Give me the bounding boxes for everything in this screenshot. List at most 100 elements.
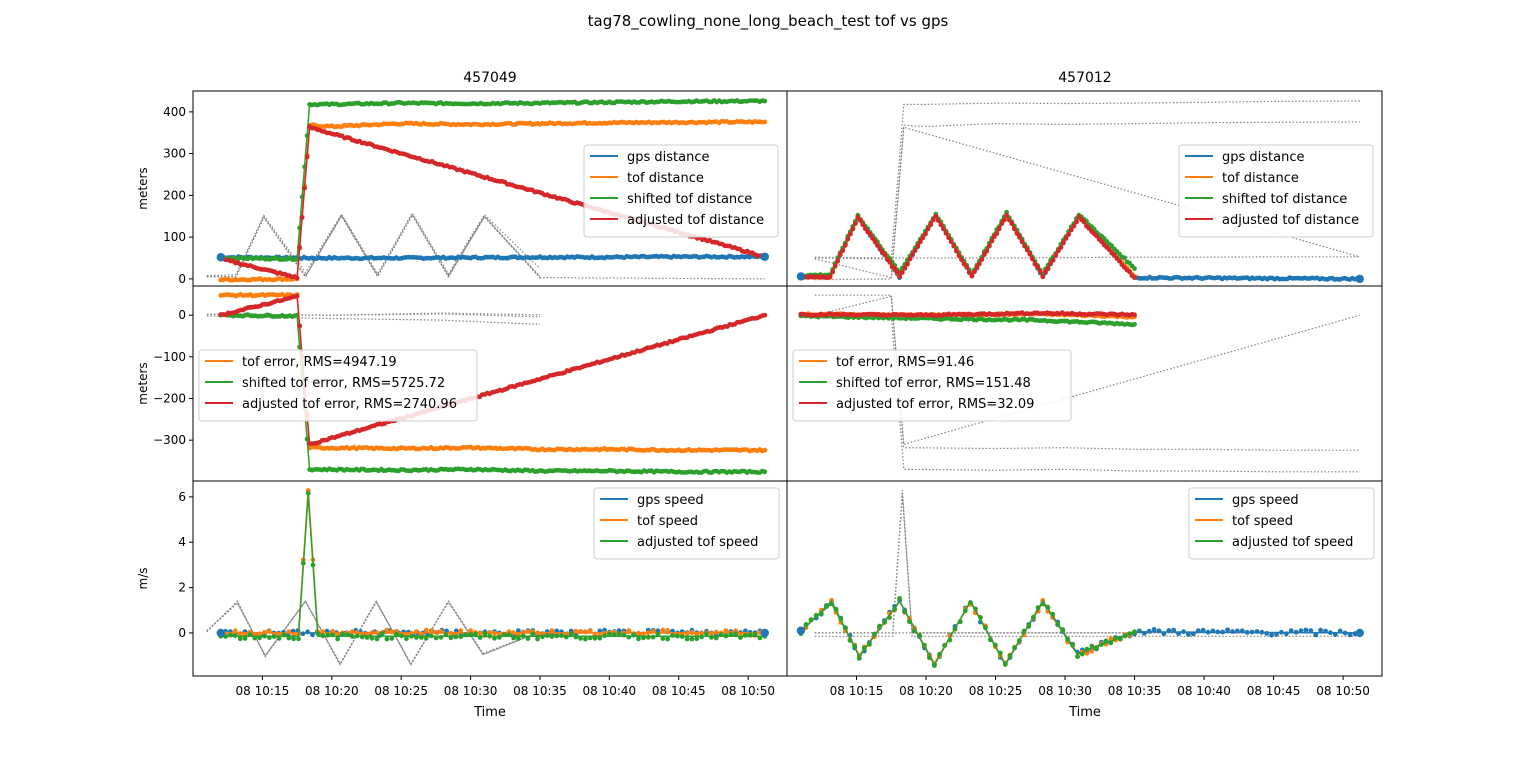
data-point — [409, 633, 414, 639]
ghost-line — [206, 313, 541, 318]
y-tick-label: −100 — [153, 350, 186, 364]
data-point — [379, 631, 385, 636]
ghost-line — [814, 256, 1360, 259]
data-point — [882, 252, 888, 258]
data-point — [972, 269, 977, 274]
data-point — [458, 634, 464, 640]
data-point — [448, 635, 454, 641]
data-point — [299, 215, 305, 220]
data-point — [1137, 628, 1142, 634]
data-point — [1002, 661, 1008, 667]
data-point — [997, 650, 1003, 656]
data-point — [1205, 629, 1211, 635]
data-point — [704, 631, 709, 637]
data-point — [291, 636, 296, 642]
x-tick-label: 08 10:15 — [236, 684, 290, 698]
data-point — [438, 634, 444, 640]
data-point — [1186, 632, 1191, 637]
y-tick-label: 200 — [163, 188, 186, 202]
data-point — [1132, 275, 1137, 280]
data-point — [1055, 248, 1061, 254]
data-point — [1328, 630, 1333, 636]
data-point — [473, 631, 478, 637]
data-point — [607, 631, 612, 637]
data-point — [1117, 258, 1122, 264]
series-markers — [218, 490, 768, 642]
data-point — [932, 663, 937, 668]
data-point — [443, 632, 449, 637]
data-point — [937, 651, 942, 657]
data-point — [1108, 640, 1114, 646]
data-point — [723, 633, 729, 639]
data-point — [262, 633, 267, 639]
data-point — [952, 626, 958, 632]
data-point — [1244, 630, 1250, 635]
data-point — [887, 259, 893, 265]
data-point — [1127, 269, 1132, 274]
series-markers — [218, 253, 768, 262]
data-point — [468, 628, 473, 634]
data-point — [438, 628, 444, 634]
data-point — [655, 631, 661, 637]
data-point — [330, 632, 336, 638]
data-point — [709, 631, 714, 636]
data-point — [482, 631, 488, 636]
y-tick-label: 0 — [178, 308, 186, 322]
data-point — [1230, 629, 1235, 634]
data-point — [650, 634, 656, 640]
legend-label: tof distance — [1222, 171, 1299, 186]
data-point — [853, 221, 858, 227]
data-point — [660, 636, 666, 641]
data-point — [861, 646, 867, 651]
series-markers — [798, 212, 1137, 280]
data-point — [1283, 631, 1289, 637]
data-point — [232, 633, 238, 638]
data-point — [738, 635, 743, 640]
series-markers — [218, 291, 768, 454]
data-point — [917, 632, 922, 638]
plot-area — [796, 100, 1364, 284]
data-point — [917, 239, 923, 244]
data-point — [302, 185, 307, 191]
data-point — [477, 630, 483, 636]
data-point — [948, 239, 954, 245]
data-point — [1040, 274, 1046, 280]
data-point — [399, 633, 404, 639]
data-point — [325, 632, 331, 638]
legend-label: tof distance — [627, 171, 704, 186]
legend-label: tof error, RMS=91.46 — [836, 355, 974, 370]
y-axis-label: meters — [136, 167, 150, 209]
data-point — [1200, 627, 1206, 633]
data-point — [525, 636, 531, 641]
data-point — [829, 601, 834, 607]
data-point — [544, 633, 550, 638]
data-point — [942, 643, 948, 648]
ghost-line — [206, 315, 541, 325]
data-point — [418, 635, 424, 640]
data-point — [294, 275, 300, 281]
data-point — [947, 637, 953, 643]
data-point — [592, 635, 598, 641]
data-point — [1132, 266, 1137, 271]
legend-label: adjusted tof error, RMS=32.09 — [836, 397, 1034, 412]
data-point — [384, 636, 390, 642]
data-point — [752, 632, 758, 637]
x-axis-label-right: Time — [1068, 705, 1101, 720]
data-point — [340, 631, 345, 637]
data-point — [915, 243, 921, 249]
data-point — [359, 634, 365, 640]
plot-area — [796, 490, 1364, 668]
data-point — [979, 257, 985, 262]
x-tick-label: 08 10:40 — [583, 684, 637, 698]
data-point — [902, 265, 908, 271]
y-tick-label: −300 — [153, 433, 186, 447]
data-point — [1024, 247, 1030, 253]
x-tick-label: 08 10:20 — [305, 684, 359, 698]
data-point — [713, 629, 719, 635]
data-point — [1166, 628, 1172, 633]
data-point — [540, 634, 545, 640]
data-point — [587, 635, 593, 641]
data-point — [1235, 628, 1240, 634]
data-point — [305, 490, 311, 496]
